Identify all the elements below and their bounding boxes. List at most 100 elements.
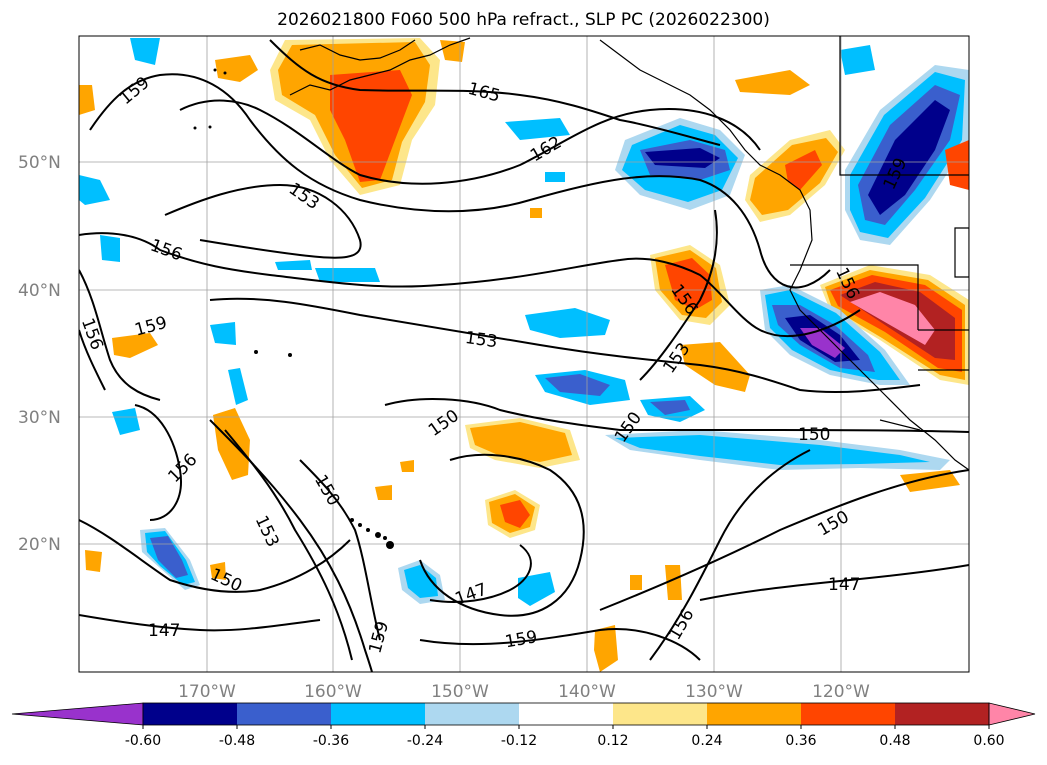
positive-anomaly-area [945,140,969,190]
positive-anomaly-area [85,550,102,572]
positive-anomaly-area [594,625,618,672]
colorbar-segment [425,703,519,725]
positive-anomaly-area [470,422,572,462]
coastlines [289,36,969,471]
positive-anomaly-area [440,40,465,62]
colorbar-tick-label: 0.60 [973,733,1004,749]
longitude-labels: 170°W 160°W 150°W 140°W 130°W 120°W [178,682,870,702]
positive-anomaly-area [665,258,712,310]
colorbar-segment [519,703,613,725]
positive-anomaly-area [215,55,258,82]
contour-153b [209,297,921,394]
colorbar-tick-label: 0.36 [785,733,816,749]
negative-anomaly-area [100,235,120,262]
contour-150b [79,519,351,593]
colorbar-border [142,702,990,726]
lon-label-150w: 150°W [431,682,489,702]
lon-label-170w: 170°W [178,682,236,702]
negative-anomaly-area [404,565,438,598]
contour-156 [79,232,861,338]
contour-159d [419,628,701,661]
positive-anomaly-area [785,150,822,190]
colorbar-tick-label: 0.48 [879,733,910,749]
contour-147c [699,564,969,601]
contour-153d [639,209,718,381]
anomaly-shading [79,38,969,672]
negative-anomaly-area [130,38,160,65]
positive-anomaly-area [213,408,250,480]
lon-label-140w: 140°W [558,682,616,702]
negative-anomaly-area [545,374,610,396]
contour-150e [299,459,381,641]
positive-anomaly-area [900,470,960,492]
positive-anomaly-area [530,208,542,218]
colorbar-segment [613,703,707,725]
lon-label-120w: 120°W [812,682,870,702]
negative-anomaly-area [210,322,236,345]
latitude-labels: 50°N 40°N 30°N 20°N [18,153,61,555]
negative-anomaly-area [112,408,140,435]
colorbar-tick-label: -0.36 [313,733,349,749]
negative-anomaly-area [868,100,950,215]
map-frame [78,35,970,673]
negative-anomaly-area [615,435,930,465]
colorbar-segment [237,703,331,725]
colorbar-segment [895,703,989,725]
positive-anomaly-area [112,333,158,358]
map-title: 2026021800 F060 500 hPa refract., SLP PC… [277,10,770,30]
contour-150c [419,453,585,617]
lat-label-50n: 50°N [18,153,61,173]
colorbar-tick-label: -0.48 [219,733,255,749]
positive-anomaly-area [79,85,95,115]
negative-anomaly-area [840,45,875,75]
positive-anomaly-area [375,485,392,500]
contour-165 [269,39,721,146]
colorbar-segment [801,703,895,725]
positive-anomaly-area [400,460,414,472]
colorbar-tick-label: 0.24 [691,733,722,749]
contour-153 [164,183,362,259]
positive-anomaly-area [850,292,935,345]
colorbar-segment [143,703,237,725]
positive-anomaly-area [500,500,530,528]
colorbar-tick-label: -0.12 [501,733,537,749]
negative-anomaly-area [545,172,565,182]
contour-150 [384,398,969,433]
positive-anomaly-area [735,70,810,95]
negative-anomaly-area [525,308,610,338]
height-contours [79,39,969,672]
colorbar: -0.60 -0.48 -0.36 -0.24 -0.12 0.12 0.24 0.36 0.4… [11,702,1036,749]
negative-anomaly-area [645,148,720,168]
negative-anomaly-area [800,328,845,358]
contour-label: 147 [148,621,180,641]
map-area: 159 165 162 153 156 156 159 153 156 153 … [79,36,969,672]
negative-anomaly-area [650,400,690,415]
contour-156d [649,449,811,661]
negative-anomaly-area [228,368,248,405]
negative-anomaly-area [79,175,110,205]
contour-156b [134,404,182,521]
negative-anomaly-area [518,572,555,606]
contour-label: 153 [464,328,499,352]
positive-anomaly-area [210,562,226,580]
graticule [79,36,969,672]
colorbar-segment [707,703,801,725]
negative-anomaly-area [275,260,312,270]
negative-anomaly-area [150,536,188,578]
hawaii-islands [193,68,394,549]
colorbar-tick-label: -0.24 [407,733,443,749]
lon-label-160w: 160°W [304,682,362,702]
lat-label-40n: 40°N [18,281,61,301]
positive-anomaly-area [330,70,412,182]
contour-156c [79,329,106,391]
colorbar-extend-min [11,702,144,726]
contour-label: 150 [798,425,830,445]
contour-147 [79,614,321,632]
contour-label: 147 [828,575,860,595]
colorbar-tick-label: 0.12 [597,733,628,749]
negative-anomaly-area [505,118,570,140]
contour-162 [179,99,761,185]
contour-153c [224,429,353,661]
contour-159c [79,269,161,401]
